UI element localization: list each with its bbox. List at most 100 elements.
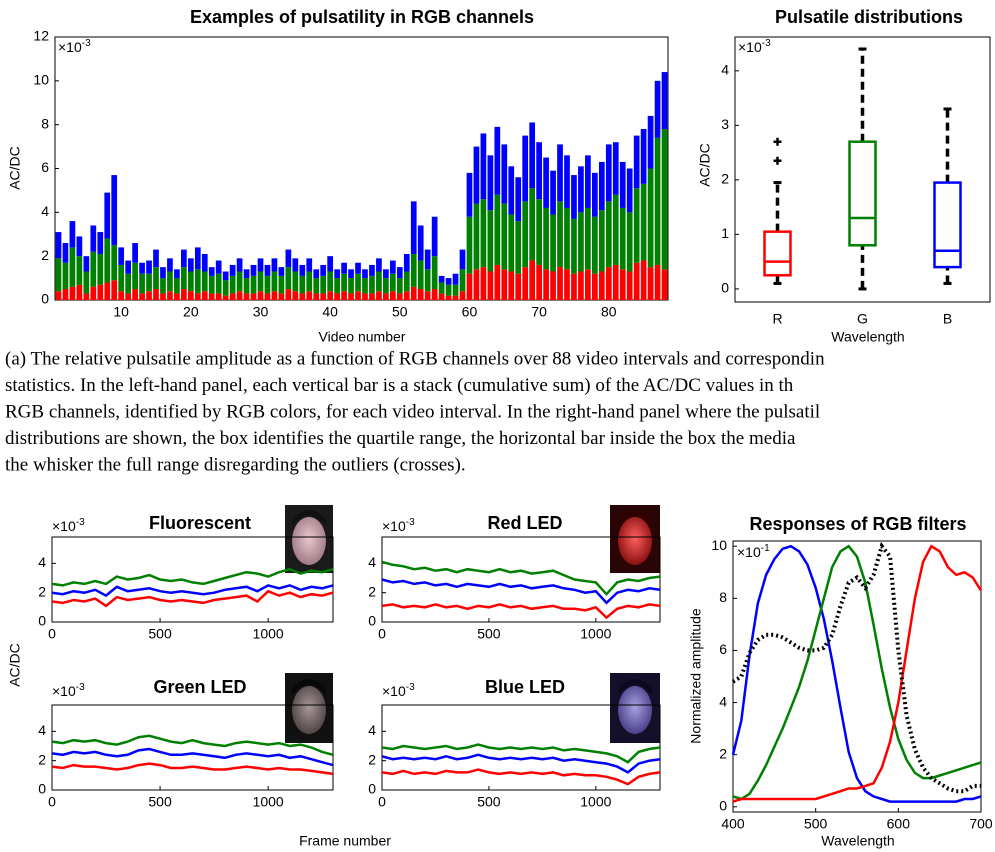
bar-segment <box>271 258 278 272</box>
bar-segment <box>383 278 389 294</box>
bar-segment <box>466 273 473 300</box>
y-tick-label: 6 <box>41 159 49 175</box>
bar-segment <box>118 264 125 292</box>
bar-segment <box>55 258 62 292</box>
bar-segment <box>522 201 529 268</box>
bar-segment <box>466 172 473 217</box>
bar-segment <box>445 278 452 285</box>
bar-segment <box>355 262 361 274</box>
bar-segment <box>473 146 480 204</box>
bar-segment <box>174 278 180 294</box>
bar-segment <box>515 221 522 274</box>
bar-segment <box>146 260 152 274</box>
bar-segment <box>292 291 299 300</box>
bar-segment <box>369 293 375 300</box>
bar-segment <box>271 291 278 300</box>
multiplier-power: -3 <box>406 517 415 528</box>
bar-segment <box>501 144 508 204</box>
bar-segment <box>250 275 257 294</box>
bar-segment <box>355 291 361 300</box>
bar-segment <box>417 289 424 300</box>
bar-segment <box>83 256 90 272</box>
bar-segment <box>55 291 62 300</box>
axis-multiplier: ×10-3 <box>52 682 85 699</box>
bar-segment <box>585 269 591 300</box>
bar-segment <box>327 256 334 272</box>
bar-segment <box>167 258 173 272</box>
bar-segment <box>285 249 292 268</box>
x-tick-label: 0 <box>378 626 386 642</box>
bar-segment <box>473 269 480 300</box>
bar-segment <box>139 293 145 300</box>
outlier <box>773 137 782 146</box>
y-tick-label: 2 <box>38 583 46 599</box>
bar-segment <box>320 264 327 276</box>
bar-segment <box>647 168 654 268</box>
bar-segment <box>187 258 194 272</box>
x-tick-label: 20 <box>183 304 199 320</box>
bar-segment <box>487 210 494 272</box>
chart-title: Pulsatile distributions <box>775 7 963 27</box>
bar-segment <box>208 267 215 276</box>
bar-segment <box>543 207 549 270</box>
bar-segment <box>557 267 563 300</box>
bar-segment <box>118 247 125 265</box>
bar-segment <box>633 135 640 189</box>
bar-segment <box>243 269 250 279</box>
multiplier-power: -3 <box>82 38 91 49</box>
chart-title: Responses of RGB filters <box>749 514 966 534</box>
y-tick-label: 0 <box>38 781 46 797</box>
bar-segment <box>431 289 438 300</box>
bar-segment <box>236 258 243 272</box>
chart-title: Blue LED <box>485 677 565 697</box>
x-tick-label: 10 <box>113 304 129 320</box>
bar-segment <box>83 271 90 294</box>
line-series <box>381 560 661 597</box>
bar-segment <box>348 269 354 279</box>
x-tick-label: 500 <box>477 794 501 810</box>
chart-title: Green LED <box>153 677 246 697</box>
bar-segment <box>278 275 285 294</box>
bar-segment <box>501 203 508 270</box>
bar-segment <box>369 275 375 294</box>
line-series <box>381 578 661 605</box>
bar-segment <box>313 278 320 294</box>
bar-segment <box>557 201 563 268</box>
axis-multiplier: ×10-3 <box>52 517 85 534</box>
bar-segment <box>97 284 104 300</box>
bar-segment <box>585 207 591 270</box>
bar-segment <box>362 269 368 279</box>
line-series <box>51 734 334 757</box>
face-photo <box>285 673 333 743</box>
bar-segment <box>55 232 62 259</box>
bar-segment <box>619 161 626 208</box>
bar-segment <box>299 275 306 294</box>
bar-segment <box>327 271 334 292</box>
bar-segment <box>285 267 292 290</box>
bar-segment <box>153 249 159 268</box>
bar-segment <box>508 271 515 300</box>
bar-segment <box>612 142 619 195</box>
line-series <box>51 584 334 598</box>
x-tick-label: 60 <box>462 304 478 320</box>
bar-segment <box>466 216 473 274</box>
line-series <box>731 541 981 794</box>
bar-segment <box>292 271 299 292</box>
bar-segment <box>522 267 529 300</box>
line-series <box>381 753 661 774</box>
bar-segment <box>396 267 403 279</box>
y-tick-label: 2 <box>38 751 46 767</box>
y-tick-label: 1 <box>721 225 729 241</box>
y-axis-label: Normalized amplitude <box>688 608 704 744</box>
bar-segment <box>320 275 327 294</box>
bar-segment <box>278 293 285 300</box>
line-series <box>51 567 334 587</box>
bar-segment <box>167 271 173 292</box>
bar-segment <box>473 203 480 270</box>
x-tick-label: 500 <box>477 626 501 642</box>
bar-segment <box>389 273 396 292</box>
bar-segment <box>174 269 180 279</box>
axis-multiplier: ×10-3 <box>738 38 771 55</box>
bar-segment <box>369 264 375 276</box>
